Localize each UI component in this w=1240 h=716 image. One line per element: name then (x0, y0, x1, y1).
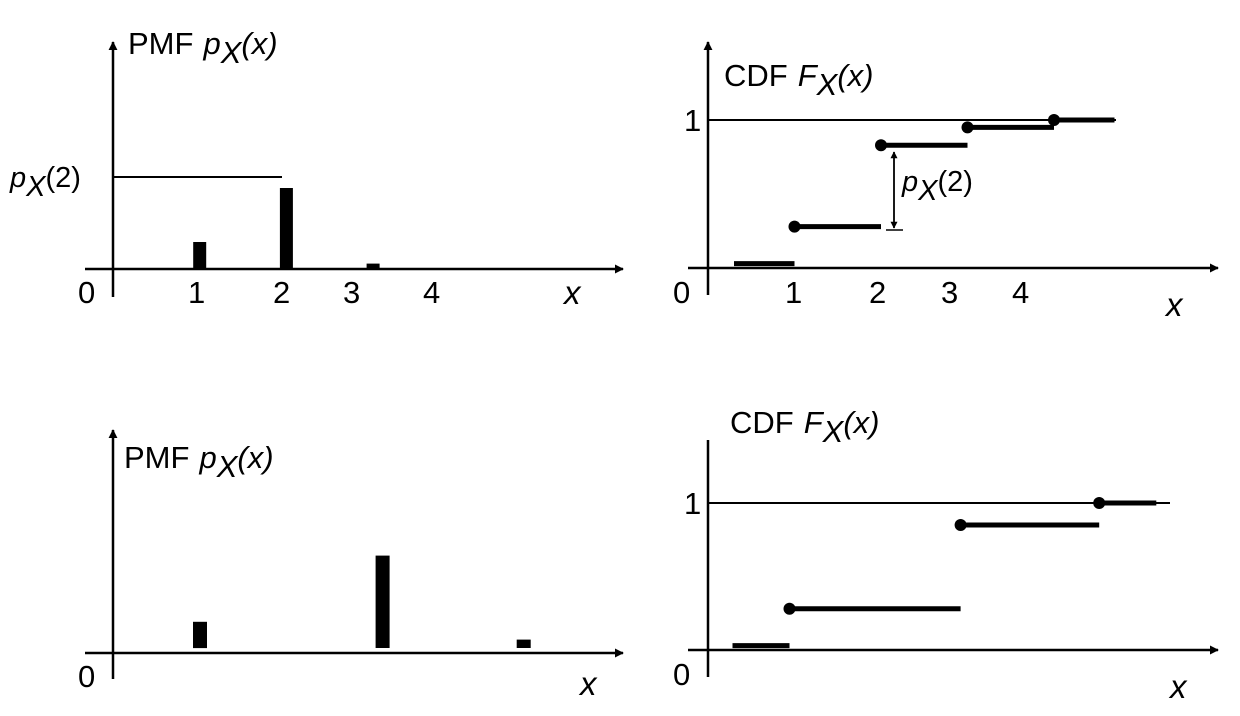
cdf-point (1093, 497, 1106, 509)
x-tick-label: 1 (785, 275, 802, 310)
step-series (734, 114, 1115, 267)
origin-label: 0 (78, 659, 95, 694)
pmf-bar (366, 263, 380, 269)
reference-label: pX(2) (9, 162, 81, 203)
x-tick-label: 3 (343, 275, 360, 310)
step-series (732, 497, 1157, 649)
x-axis-label: x (578, 665, 598, 702)
y-tick-label: 1 (684, 486, 701, 521)
x-axis-label: x (1164, 286, 1184, 323)
cdf-point (954, 519, 967, 531)
pmf-chart-bottom: PMF pX(x) 0 x (78, 429, 624, 702)
origin-label: 0 (673, 657, 690, 692)
x-tick-label: 1 (188, 275, 205, 310)
cdf-point (1048, 114, 1060, 126)
cdf-point (788, 220, 801, 233)
chart-title: PMF pX(x) (124, 440, 274, 484)
x-axis-label: x (1168, 668, 1188, 705)
x-tick-label: 2 (869, 275, 886, 310)
origin-label: 0 (673, 275, 690, 310)
bar-series (193, 188, 380, 269)
cdf-chart-top: CDF FX(x) 1 0 x 1 2 3 4 pX(2) (673, 41, 1219, 323)
cdf-point (875, 139, 887, 152)
origin-label: 0 (78, 275, 95, 310)
bar-series (193, 555, 531, 649)
jump-label: pX(2) (901, 166, 973, 207)
pmf-bar (193, 621, 207, 649)
x-tick-label: 3 (941, 275, 958, 310)
chart-title: PMF pX(x) (128, 26, 278, 70)
cdf-point (961, 121, 974, 134)
x-axis-label: x (562, 274, 582, 311)
pmf-bar (279, 188, 293, 269)
y-tick-label: 1 (684, 103, 701, 138)
x-tick-label: 4 (1012, 275, 1029, 310)
chart-title: CDF FX(x) (730, 405, 880, 449)
pmf-chart-top: PMF pX(x) 0 x 1 2 3 4 pX(2) (9, 26, 624, 311)
x-tick-label: 4 (423, 275, 440, 310)
chart-title: CDF FX(x) (724, 58, 874, 102)
x-tick-label: 2 (273, 275, 290, 310)
pmf-bar (516, 639, 531, 648)
cdf-chart-bottom: CDF FX(x) 1 0 x (673, 405, 1219, 705)
pmf-bar (375, 555, 390, 648)
cdf-point (783, 602, 796, 615)
pmf-bar (193, 242, 207, 269)
